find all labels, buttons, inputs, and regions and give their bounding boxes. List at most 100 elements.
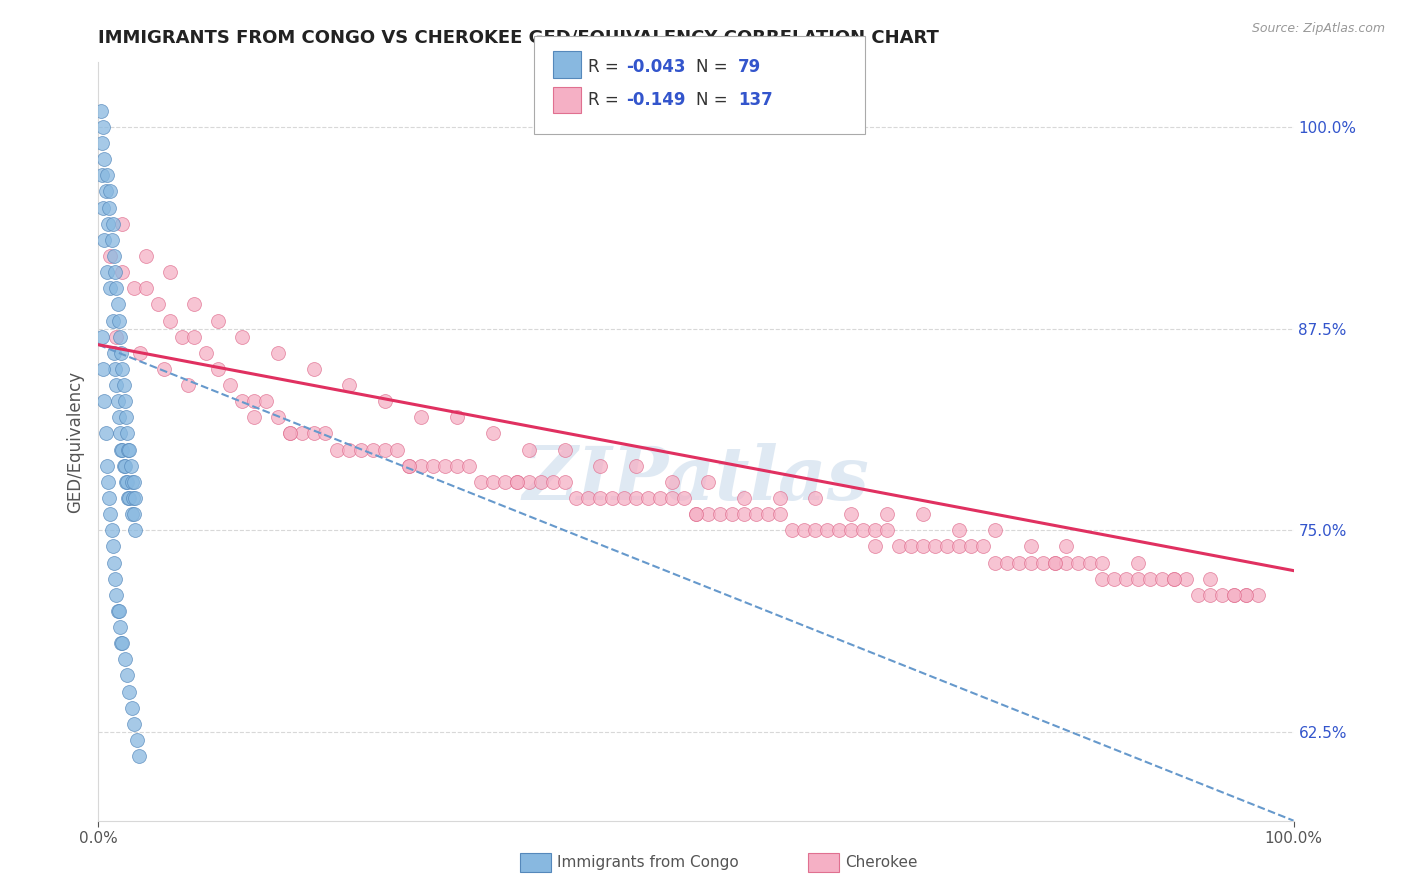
Point — [398, 458, 420, 473]
Point — [98, 201, 121, 215]
Point — [96, 458, 118, 473]
Point — [1199, 572, 1222, 586]
Point — [114, 458, 136, 473]
Point — [517, 442, 540, 457]
Point — [815, 523, 838, 537]
Point — [889, 540, 911, 554]
Point — [995, 556, 1018, 570]
Point — [98, 281, 122, 295]
Point — [124, 281, 146, 295]
Point — [602, 491, 624, 505]
Point — [104, 572, 127, 586]
Text: R =: R = — [588, 58, 619, 76]
Point — [100, 523, 122, 537]
Point — [828, 523, 851, 537]
Point — [101, 217, 124, 231]
Point — [1211, 588, 1233, 602]
Point — [135, 281, 157, 295]
Point — [793, 523, 815, 537]
Point — [115, 668, 138, 682]
Point — [117, 442, 139, 457]
Point — [721, 507, 744, 521]
Point — [315, 426, 337, 441]
Point — [90, 103, 112, 118]
Point — [105, 378, 128, 392]
Point — [91, 201, 114, 215]
Point — [278, 426, 301, 441]
Point — [637, 491, 659, 505]
Point — [111, 265, 134, 279]
Point — [111, 362, 134, 376]
Point — [243, 394, 266, 409]
Point — [446, 410, 468, 425]
Point — [111, 217, 134, 231]
Point — [350, 442, 373, 457]
Point — [107, 313, 129, 327]
Point — [411, 458, 433, 473]
Point — [195, 346, 218, 360]
Point — [1104, 572, 1126, 586]
Point — [94, 426, 117, 441]
Point — [733, 491, 755, 505]
Point — [91, 362, 114, 376]
Point — [1115, 572, 1137, 586]
Point — [148, 297, 170, 311]
Point — [1234, 588, 1257, 602]
Point — [398, 458, 420, 473]
Point — [411, 410, 433, 425]
Point — [135, 249, 157, 263]
Point — [177, 378, 200, 392]
Point — [254, 394, 277, 409]
Point — [841, 523, 863, 537]
Point — [1043, 556, 1066, 570]
Point — [1032, 556, 1054, 570]
Point — [876, 507, 898, 521]
Point — [1163, 572, 1185, 586]
Point — [267, 410, 290, 425]
Point — [118, 442, 141, 457]
Point — [374, 394, 396, 409]
Point — [458, 458, 481, 473]
Point — [506, 475, 529, 489]
Point — [94, 185, 117, 199]
Point — [1056, 556, 1078, 570]
Point — [96, 265, 118, 279]
Point — [470, 475, 492, 489]
Point — [1019, 540, 1042, 554]
Point — [91, 169, 114, 183]
Point — [125, 733, 148, 747]
Point — [111, 636, 134, 650]
Point — [104, 362, 127, 376]
Point — [107, 410, 129, 425]
Point — [494, 475, 516, 489]
Point — [339, 378, 361, 392]
Point — [936, 540, 959, 554]
Point — [984, 556, 1007, 570]
Point — [685, 507, 707, 521]
Point — [804, 491, 827, 505]
Point — [97, 217, 120, 231]
Point — [98, 249, 122, 263]
Point — [302, 426, 325, 441]
Point — [578, 491, 600, 505]
Point — [446, 458, 468, 473]
Point — [697, 475, 720, 489]
Point — [1091, 556, 1114, 570]
Point — [98, 507, 122, 521]
Point — [111, 442, 134, 457]
Point — [207, 313, 229, 327]
Point — [422, 458, 444, 473]
Point — [112, 458, 135, 473]
Point — [768, 507, 790, 521]
Point — [768, 491, 790, 505]
Point — [1067, 556, 1090, 570]
Point — [841, 507, 863, 521]
Point — [865, 523, 887, 537]
Point — [374, 442, 396, 457]
Point — [128, 749, 150, 764]
Point — [1152, 572, 1174, 586]
Point — [626, 491, 648, 505]
Point — [108, 329, 131, 343]
Point — [911, 507, 934, 521]
Point — [852, 523, 875, 537]
